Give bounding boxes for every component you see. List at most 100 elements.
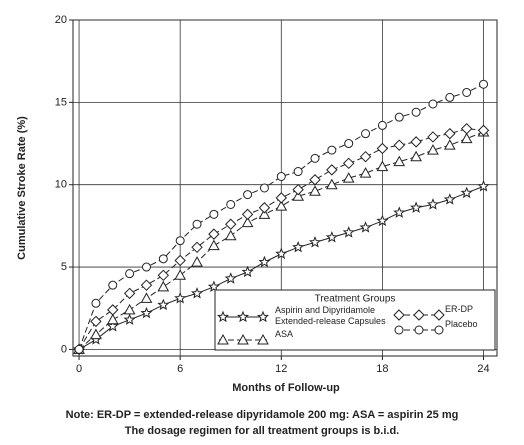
data-point bbox=[410, 136, 422, 148]
data-point bbox=[157, 269, 170, 282]
data-point bbox=[460, 122, 473, 135]
data-point bbox=[157, 280, 170, 292]
data-point bbox=[275, 200, 288, 211]
legend-label: ASA bbox=[275, 329, 294, 339]
legend-marker bbox=[394, 325, 404, 335]
data-point bbox=[310, 153, 320, 163]
data-point bbox=[377, 120, 387, 130]
data-point bbox=[426, 198, 439, 210]
data-point bbox=[224, 229, 237, 241]
x-tick-label: 18 bbox=[376, 363, 388, 375]
data-point bbox=[226, 199, 236, 209]
data-point bbox=[460, 132, 473, 144]
data-point bbox=[292, 240, 305, 253]
data-point bbox=[275, 247, 288, 260]
data-point bbox=[308, 236, 322, 248]
data-point bbox=[174, 269, 187, 280]
data-point bbox=[123, 313, 136, 325]
data-point bbox=[108, 280, 118, 290]
data-point bbox=[410, 201, 423, 213]
data-point bbox=[359, 221, 372, 233]
data-point bbox=[376, 142, 389, 155]
data-point bbox=[393, 206, 406, 218]
data-point bbox=[477, 180, 490, 192]
data-point bbox=[125, 269, 135, 279]
data-point bbox=[174, 254, 186, 267]
data-point bbox=[361, 129, 371, 139]
data-point bbox=[224, 272, 237, 284]
legend-marker bbox=[217, 333, 229, 345]
data-point bbox=[90, 315, 102, 328]
legend-marker bbox=[414, 325, 424, 335]
data-point bbox=[325, 231, 338, 243]
data-point bbox=[326, 164, 338, 176]
data-point bbox=[443, 193, 456, 205]
legend-label: Placebo bbox=[445, 319, 478, 329]
data-point bbox=[427, 131, 439, 143]
data-point bbox=[276, 171, 286, 181]
data-point bbox=[107, 304, 119, 316]
data-point bbox=[427, 144, 439, 155]
data-point bbox=[225, 218, 237, 230]
data-point bbox=[208, 239, 220, 251]
data-point bbox=[258, 208, 271, 219]
y-tick-label: 5 bbox=[61, 261, 67, 273]
data-point bbox=[342, 172, 355, 183]
data-point bbox=[91, 298, 101, 308]
data-point bbox=[443, 139, 456, 150]
data-point bbox=[462, 87, 472, 97]
legend-marker bbox=[257, 333, 269, 345]
data-point bbox=[90, 328, 102, 340]
note: The dosage regimen for all treatment gro… bbox=[124, 425, 400, 437]
data-point bbox=[241, 265, 254, 278]
x-axis-label: Months of Follow-up bbox=[232, 382, 340, 394]
data-point bbox=[292, 190, 304, 201]
data-point bbox=[309, 185, 321, 196]
data-point bbox=[293, 167, 303, 177]
data-point bbox=[410, 150, 422, 162]
data-point bbox=[411, 107, 421, 117]
data-point bbox=[207, 280, 220, 292]
data-point bbox=[175, 236, 185, 246]
legend-marker bbox=[237, 333, 249, 345]
x-tick-label: 6 bbox=[177, 363, 183, 375]
data-point bbox=[344, 139, 354, 149]
legend-marker bbox=[256, 310, 270, 323]
data-point bbox=[394, 112, 404, 122]
x-tick-label: 12 bbox=[275, 363, 287, 375]
data-point bbox=[479, 79, 489, 89]
data-point bbox=[428, 99, 438, 109]
data-point bbox=[192, 219, 202, 229]
data-point bbox=[393, 155, 406, 167]
data-point bbox=[359, 150, 372, 163]
legend-marker bbox=[216, 310, 230, 323]
x-tick-label: 0 bbox=[76, 363, 82, 375]
data-point bbox=[258, 202, 271, 214]
data-point bbox=[259, 183, 269, 193]
y-tick-label: 0 bbox=[61, 343, 67, 355]
data-point bbox=[327, 145, 337, 155]
data-point bbox=[140, 306, 153, 319]
data-point bbox=[275, 192, 287, 204]
data-point bbox=[342, 157, 355, 170]
data-point bbox=[445, 92, 455, 102]
data-point bbox=[292, 183, 304, 196]
y-axis-label: Cumulative Stroke Rate (%) bbox=[16, 116, 28, 260]
data-point bbox=[140, 292, 153, 303]
data-point bbox=[106, 320, 119, 332]
legend-label: Aspirin and Dipyridamole Extended-releas… bbox=[275, 305, 386, 326]
data-point bbox=[157, 298, 170, 311]
data-point bbox=[309, 174, 321, 186]
legend-title: Treatment Groups bbox=[315, 294, 396, 305]
data-point bbox=[106, 313, 119, 325]
data-point bbox=[393, 139, 405, 151]
data-point bbox=[258, 255, 271, 268]
legend-marker bbox=[434, 325, 444, 335]
data-point bbox=[158, 254, 168, 264]
data-point bbox=[191, 241, 203, 254]
legend-marker bbox=[433, 309, 445, 321]
legend-marker bbox=[236, 310, 250, 323]
y-tick-label: 20 bbox=[55, 14, 67, 26]
data-point bbox=[191, 287, 204, 299]
